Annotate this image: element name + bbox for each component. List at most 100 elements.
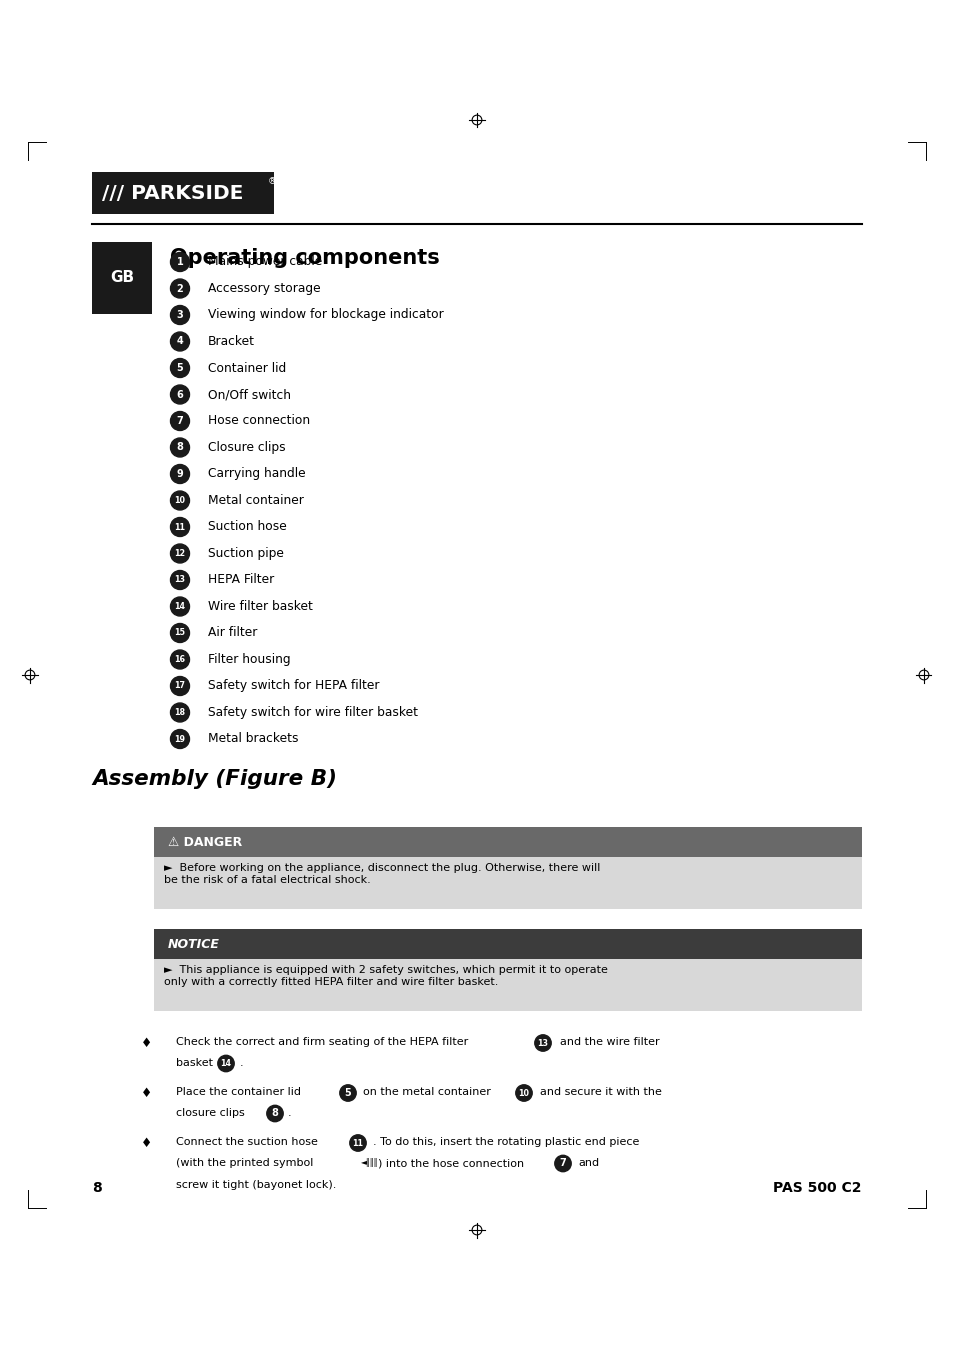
Text: 5: 5 (176, 363, 183, 373)
Text: 16: 16 (174, 655, 185, 664)
Text: GB: GB (110, 270, 134, 285)
Text: 10: 10 (518, 1088, 529, 1098)
Text: Bracket: Bracket (208, 335, 254, 348)
Text: Connect the suction hose: Connect the suction hose (175, 1137, 317, 1148)
Text: 3: 3 (176, 310, 183, 320)
Text: (with the printed symbol: (with the printed symbol (175, 1158, 313, 1169)
Text: 6: 6 (176, 390, 183, 400)
Text: Filter housing: Filter housing (208, 653, 291, 666)
Circle shape (171, 279, 190, 298)
Text: 17: 17 (174, 682, 185, 690)
Text: Check the correct and firm seating of the HEPA filter: Check the correct and firm seating of th… (175, 1037, 468, 1048)
Text: .: . (288, 1108, 292, 1119)
Text: Suction hose: Suction hose (208, 521, 287, 533)
Text: 7: 7 (559, 1158, 566, 1169)
Bar (153, 857, 862, 909)
Text: 7: 7 (176, 416, 183, 427)
Text: screw it tight (bayonet lock).: screw it tight (bayonet lock). (175, 1180, 336, 1189)
Circle shape (171, 676, 190, 695)
Text: . To do this, insert the rotating plastic end piece: . To do this, insert the rotating plasti… (373, 1137, 639, 1148)
Circle shape (217, 1056, 233, 1072)
Circle shape (350, 1135, 366, 1152)
Text: Assembly (Figure B): Assembly (Figure B) (91, 769, 336, 788)
Text: 8: 8 (272, 1108, 278, 1119)
Circle shape (171, 464, 190, 483)
Text: Wire filter basket: Wire filter basket (208, 599, 313, 613)
Bar (91, 171, 274, 215)
Text: ♦: ♦ (141, 1087, 152, 1100)
Text: 13: 13 (537, 1038, 548, 1048)
Text: on the metal container: on the metal container (363, 1087, 491, 1098)
Circle shape (171, 517, 190, 536)
Text: Suction pipe: Suction pipe (208, 547, 284, 560)
Text: 15: 15 (174, 629, 185, 637)
Text: 11: 11 (352, 1138, 363, 1148)
Bar (153, 929, 862, 958)
Text: Safety switch for HEPA filter: Safety switch for HEPA filter (208, 679, 379, 693)
Text: Container lid: Container lid (208, 362, 286, 374)
Text: closure clips: closure clips (175, 1108, 245, 1119)
Text: Metal container: Metal container (208, 494, 304, 508)
Text: NOTICE: NOTICE (168, 937, 219, 950)
Circle shape (516, 1085, 532, 1102)
Bar (153, 958, 862, 1011)
Text: 10: 10 (174, 495, 185, 505)
Text: ®: ® (268, 177, 276, 186)
Circle shape (171, 571, 190, 590)
Text: basket: basket (175, 1058, 213, 1068)
Bar (91, 242, 152, 315)
Circle shape (267, 1106, 283, 1122)
Circle shape (171, 412, 190, 431)
Text: 8: 8 (91, 1181, 102, 1195)
Text: ►  This appliance is equipped with 2 safety switches, which permit it to operate: ► This appliance is equipped with 2 safe… (164, 965, 607, 987)
Text: ►  Before working on the appliance, disconnect the plug. Otherwise, there will
b: ► Before working on the appliance, disco… (164, 863, 599, 884)
Text: ♦: ♦ (141, 1037, 152, 1050)
Text: Operating components: Operating components (170, 248, 439, 269)
Text: ◄‖‖‖: ◄‖‖‖ (360, 1158, 378, 1166)
Text: ⚠ DANGER: ⚠ DANGER (168, 836, 242, 849)
Circle shape (171, 359, 190, 378)
Text: Place the container lid: Place the container lid (175, 1087, 301, 1098)
Circle shape (171, 437, 190, 458)
Circle shape (171, 703, 190, 722)
Text: 4: 4 (176, 336, 183, 347)
Text: ♦: ♦ (141, 1137, 152, 1150)
Text: ) into the hose connection: ) into the hose connection (377, 1158, 523, 1169)
Circle shape (171, 385, 190, 404)
Circle shape (171, 544, 190, 563)
Text: 2: 2 (176, 284, 183, 293)
Circle shape (555, 1156, 571, 1172)
Text: /// PARKSIDE: /// PARKSIDE (102, 184, 243, 202)
Circle shape (339, 1085, 355, 1102)
Text: Hose connection: Hose connection (208, 414, 310, 428)
Circle shape (171, 491, 190, 510)
Text: Metal brackets: Metal brackets (208, 733, 298, 745)
Text: Mains power cable: Mains power cable (208, 255, 322, 269)
Text: On/Off switch: On/Off switch (208, 387, 291, 401)
Text: 19: 19 (174, 734, 185, 744)
Circle shape (171, 597, 190, 616)
Text: 14: 14 (174, 602, 185, 612)
Text: Air filter: Air filter (208, 626, 257, 640)
Circle shape (171, 624, 190, 643)
Text: Viewing window for blockage indicator: Viewing window for blockage indicator (208, 309, 443, 321)
Text: 14: 14 (220, 1058, 232, 1068)
Text: 12: 12 (174, 549, 186, 558)
Text: and: and (578, 1158, 598, 1169)
Circle shape (171, 252, 190, 271)
Circle shape (171, 305, 190, 324)
Text: 8: 8 (176, 443, 183, 452)
Text: and the wire filter: and the wire filter (559, 1037, 659, 1048)
Circle shape (171, 332, 190, 351)
Text: Accessory storage: Accessory storage (208, 282, 320, 296)
Text: PAS 500 C2: PAS 500 C2 (773, 1181, 862, 1195)
Circle shape (171, 729, 190, 748)
Text: HEPA Filter: HEPA Filter (208, 574, 274, 586)
Text: 1: 1 (176, 256, 183, 267)
Text: Carrying handle: Carrying handle (208, 467, 305, 481)
Text: 5: 5 (344, 1088, 351, 1098)
Text: Safety switch for wire filter basket: Safety switch for wire filter basket (208, 706, 417, 720)
Text: Closure clips: Closure clips (208, 441, 285, 454)
Circle shape (171, 649, 190, 670)
Bar (153, 828, 862, 857)
